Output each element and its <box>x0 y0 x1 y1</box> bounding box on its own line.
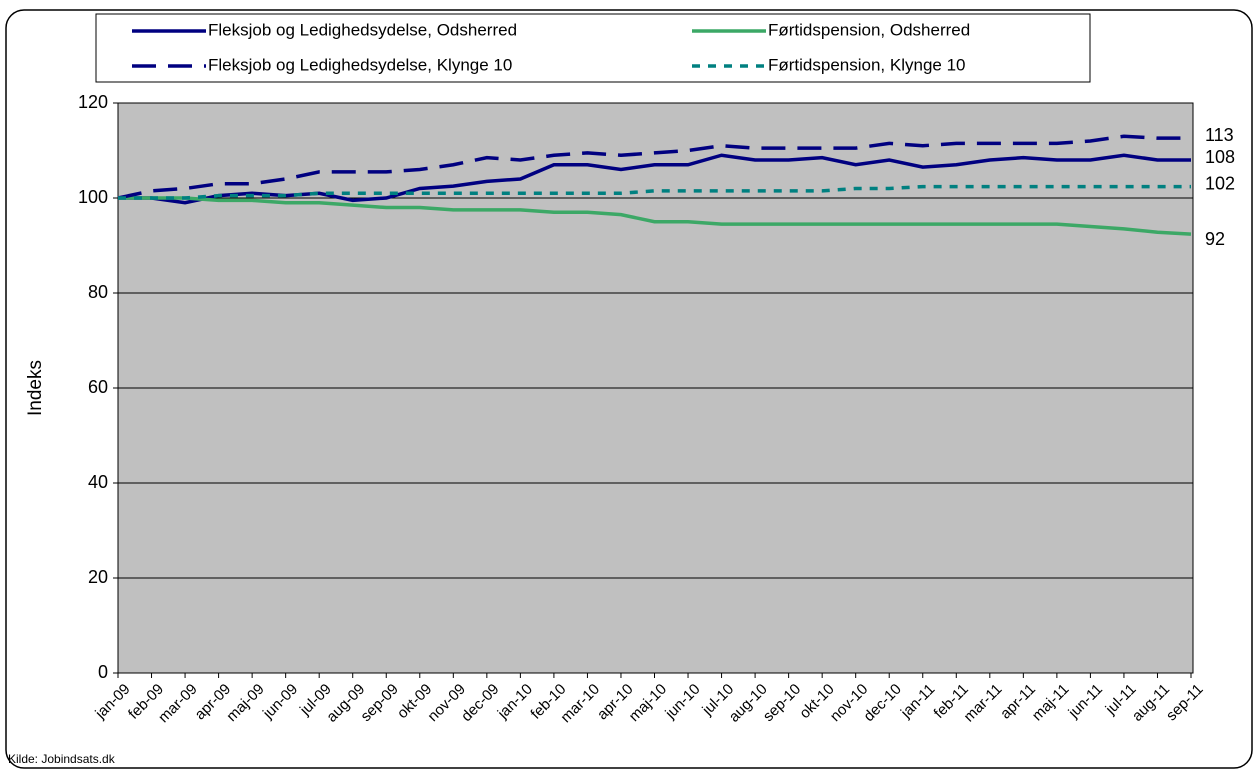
data-label: 102 <box>1205 173 1235 193</box>
y-tick-label: 0 <box>98 662 108 682</box>
legend-label: Fleksjob og Ledighedsydelse, Klynge 10 <box>208 55 512 74</box>
legend-label: Fleksjob og Ledighedsydelse, Odsherred <box>208 20 517 39</box>
y-tick-label: 80 <box>88 282 108 302</box>
legend-label: Førtidspension, Klynge 10 <box>768 55 966 74</box>
series-line <box>117 134 1191 200</box>
y-tick-label: 40 <box>88 472 108 492</box>
y-axis-label: Indeks <box>25 360 46 416</box>
y-tick-label: 100 <box>78 187 108 207</box>
y-tick-label: 60 <box>88 377 108 397</box>
legend-label: Førtidspension, Odsherred <box>768 20 970 39</box>
source: Kilde: Jobindsats.dk <box>8 752 116 766</box>
data-label: 92 <box>1205 229 1225 249</box>
data-label: 113 <box>1205 125 1234 145</box>
series-line <box>118 184 1191 200</box>
legend <box>95 13 1091 83</box>
series-line <box>118 196 1192 236</box>
y-tick-label: 20 <box>88 567 108 587</box>
y-tick-label: 120 <box>78 92 108 112</box>
data-label: 108 <box>1205 147 1235 167</box>
